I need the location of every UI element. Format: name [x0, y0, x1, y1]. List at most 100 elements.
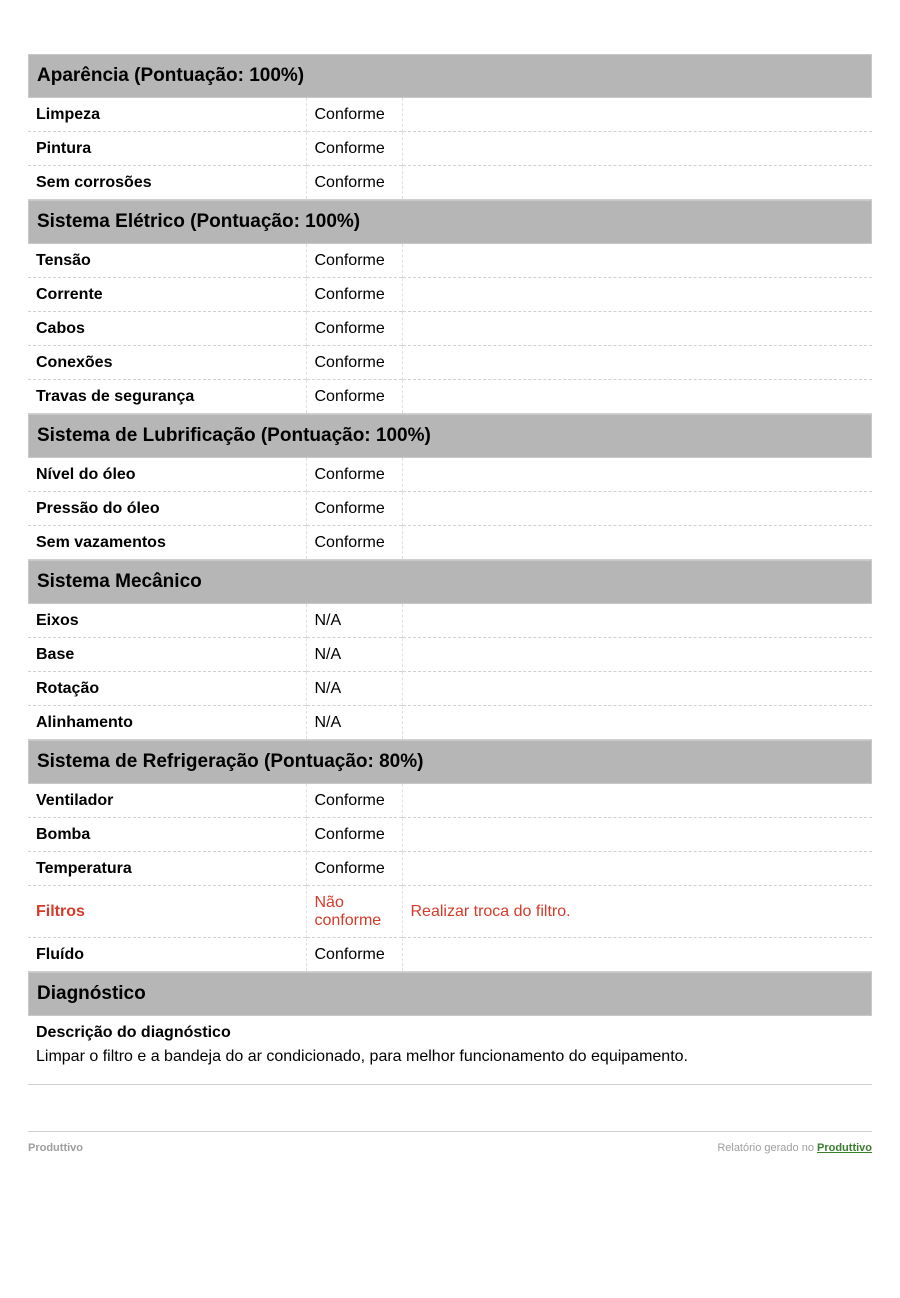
sections-mount: Aparência (Pontuação: 100%)LimpezaConfor…: [28, 54, 872, 972]
report-footer: Produttivo Relatório gerado no Produttiv…: [28, 1131, 872, 1154]
section-header: Sistema Elétrico (Pontuação: 100%): [28, 200, 872, 244]
diagnosis-header: Diagnóstico: [28, 972, 872, 1016]
report-container: Aparência (Pontuação: 100%)LimpezaConfor…: [28, 28, 872, 1154]
item-value: Conforme: [306, 526, 402, 560]
item-note: [402, 706, 872, 740]
diagnosis-block: Descrição do diagnóstico Limpar o filtro…: [28, 1016, 872, 1085]
item-label: Cabos: [28, 312, 306, 346]
item-note: [402, 818, 872, 852]
checklist-table: TensãoConformeCorrenteConformeCabosConfo…: [28, 244, 872, 414]
item-note: [402, 492, 872, 526]
checklist-table: EixosN/ABaseN/ARotaçãoN/AAlinhamentoN/A: [28, 604, 872, 740]
item-label: Conexões: [28, 346, 306, 380]
item-note: [402, 638, 872, 672]
item-label: Sem corrosões: [28, 166, 306, 200]
footer-generated-link[interactable]: Produttivo: [817, 1142, 872, 1154]
table-row: PinturaConforme: [28, 132, 872, 166]
item-label: Alinhamento: [28, 706, 306, 740]
table-row: BombaConforme: [28, 818, 872, 852]
item-value: N/A: [306, 604, 402, 638]
item-note: [402, 278, 872, 312]
item-label: Temperatura: [28, 852, 306, 886]
item-label: Filtros: [28, 886, 306, 938]
table-row: FiltrosNão conformeRealizar troca do fil…: [28, 886, 872, 938]
item-value: Conforme: [306, 818, 402, 852]
table-row: LimpezaConforme: [28, 98, 872, 132]
item-note: [402, 312, 872, 346]
checklist-table: LimpezaConformePinturaConformeSem corros…: [28, 98, 872, 200]
item-label: Pintura: [28, 132, 306, 166]
item-note: [402, 604, 872, 638]
item-label: Pressão do óleo: [28, 492, 306, 526]
item-value: Conforme: [306, 458, 402, 492]
item-value: N/A: [306, 672, 402, 706]
table-row: Sem vazamentosConforme: [28, 526, 872, 560]
item-label: Tensão: [28, 244, 306, 278]
item-label: Bomba: [28, 818, 306, 852]
item-note: [402, 458, 872, 492]
item-label: Rotação: [28, 672, 306, 706]
item-value: Conforme: [306, 166, 402, 200]
diagnosis-title: Descrição do diagnóstico: [36, 1024, 864, 1042]
item-label: Fluído: [28, 938, 306, 972]
item-note: [402, 938, 872, 972]
item-note: [402, 244, 872, 278]
table-row: RotaçãoN/A: [28, 672, 872, 706]
table-row: Sem corrosõesConforme: [28, 166, 872, 200]
item-label: Base: [28, 638, 306, 672]
table-row: BaseN/A: [28, 638, 872, 672]
table-row: Travas de segurançaConforme: [28, 380, 872, 414]
item-note: [402, 132, 872, 166]
item-note: [402, 98, 872, 132]
item-value: Conforme: [306, 380, 402, 414]
item-value: Conforme: [306, 98, 402, 132]
section-header: Sistema de Refrigeração (Pontuação: 80%): [28, 740, 872, 784]
footer-brand: Produttivo: [28, 1142, 83, 1154]
item-value: Não conforme: [306, 886, 402, 938]
item-note: [402, 672, 872, 706]
item-note: [402, 346, 872, 380]
item-value: Conforme: [306, 244, 402, 278]
table-row: FluídoConforme: [28, 938, 872, 972]
item-note: [402, 784, 872, 818]
table-row: CorrenteConforme: [28, 278, 872, 312]
footer-generated: Relatório gerado no Produttivo: [717, 1142, 872, 1154]
item-value: N/A: [306, 638, 402, 672]
item-value: Conforme: [306, 312, 402, 346]
table-row: TensãoConforme: [28, 244, 872, 278]
table-row: AlinhamentoN/A: [28, 706, 872, 740]
diagnosis-text: Limpar o filtro e a bandeja do ar condic…: [36, 1046, 864, 1068]
table-row: CabosConforme: [28, 312, 872, 346]
item-note: [402, 526, 872, 560]
item-label: Ventilador: [28, 784, 306, 818]
footer-generated-prefix: Relatório gerado no: [717, 1142, 817, 1154]
item-label: Travas de segurança: [28, 380, 306, 414]
item-value: Conforme: [306, 132, 402, 166]
item-note: [402, 166, 872, 200]
item-label: Sem vazamentos: [28, 526, 306, 560]
top-spacer: [28, 28, 872, 54]
section-header: Sistema Mecânico: [28, 560, 872, 604]
table-row: Nível do óleoConforme: [28, 458, 872, 492]
checklist-table: VentiladorConformeBombaConformeTemperatu…: [28, 784, 872, 972]
table-row: ConexõesConforme: [28, 346, 872, 380]
table-row: Pressão do óleoConforme: [28, 492, 872, 526]
item-value: Conforme: [306, 938, 402, 972]
item-value: Conforme: [306, 852, 402, 886]
item-label: Limpeza: [28, 98, 306, 132]
item-label: Eixos: [28, 604, 306, 638]
section-header: Sistema de Lubrificação (Pontuação: 100%…: [28, 414, 872, 458]
item-note: Realizar troca do filtro.: [402, 886, 872, 938]
item-value: Conforme: [306, 492, 402, 526]
section-header: Aparência (Pontuação: 100%): [28, 54, 872, 98]
checklist-table: Nível do óleoConformePressão do óleoConf…: [28, 458, 872, 560]
item-value: Conforme: [306, 278, 402, 312]
item-note: [402, 852, 872, 886]
item-value: N/A: [306, 706, 402, 740]
item-label: Corrente: [28, 278, 306, 312]
table-row: EixosN/A: [28, 604, 872, 638]
item-value: Conforme: [306, 784, 402, 818]
table-row: VentiladorConforme: [28, 784, 872, 818]
item-note: [402, 380, 872, 414]
item-label: Nível do óleo: [28, 458, 306, 492]
